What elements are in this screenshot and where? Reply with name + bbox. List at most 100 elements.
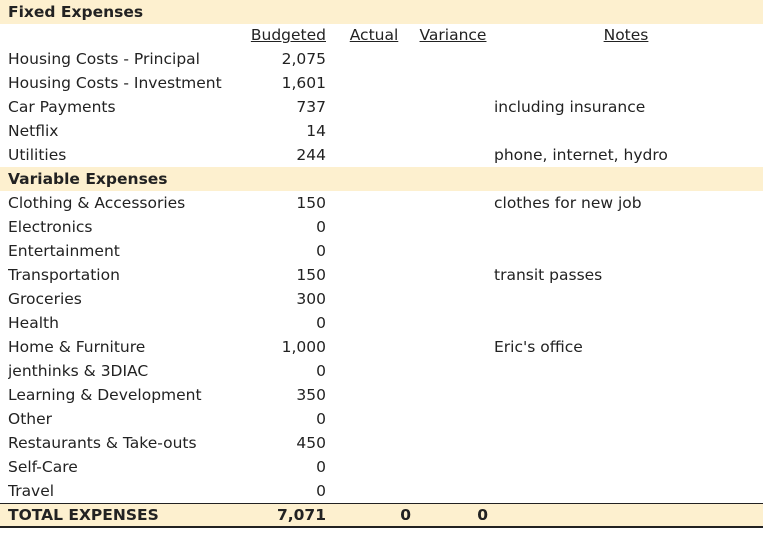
- budgeted-cell[interactable]: 150: [296, 266, 326, 284]
- actual-cell[interactable]: [338, 431, 410, 455]
- expense-row[interactable]: Electronics 0: [0, 215, 763, 239]
- variance-cell[interactable]: [414, 47, 492, 71]
- budgeted-cell[interactable]: 14: [306, 122, 326, 140]
- budgeted-cell[interactable]: 1,000: [281, 338, 326, 356]
- expense-row[interactable]: Other 0: [0, 407, 763, 431]
- budgeted-cell[interactable]: 0: [316, 314, 326, 332]
- expense-row[interactable]: jenthinks & 3DIAC 0: [0, 359, 763, 383]
- expense-row[interactable]: Home & Furniture 1,000 Eric's office: [0, 335, 763, 359]
- actual-cell[interactable]: [338, 95, 410, 119]
- variance-cell[interactable]: [414, 95, 492, 119]
- notes-cell[interactable]: [494, 383, 756, 407]
- expense-row[interactable]: Netflix 14: [0, 119, 763, 143]
- notes-cell[interactable]: [494, 479, 756, 503]
- budgeted-cell[interactable]: 737: [296, 98, 326, 116]
- total-actual[interactable]: 0: [400, 506, 411, 524]
- budgeted-cell[interactable]: 300: [296, 290, 326, 308]
- variance-cell[interactable]: [414, 407, 492, 431]
- section-header-variable[interactable]: Variable Expenses: [0, 167, 763, 191]
- notes-cell[interactable]: clothes for new job: [494, 194, 642, 212]
- budgeted-cell[interactable]: 150: [296, 194, 326, 212]
- notes-cell[interactable]: [494, 359, 756, 383]
- variance-cell[interactable]: [414, 479, 492, 503]
- budgeted-cell[interactable]: 350: [296, 386, 326, 404]
- expense-row[interactable]: Clothing & Accessories 150 clothes for new…: [0, 191, 763, 215]
- total-budgeted[interactable]: 7,071: [276, 506, 326, 524]
- notes-cell[interactable]: [494, 431, 756, 455]
- variance-cell[interactable]: [414, 263, 492, 287]
- expense-row[interactable]: Transportation 150 transit passes: [0, 263, 763, 287]
- expense-row[interactable]: Entertainment 0: [0, 239, 763, 263]
- actual-cell[interactable]: [338, 191, 410, 215]
- notes-cell[interactable]: [494, 239, 756, 263]
- actual-cell[interactable]: [338, 119, 410, 143]
- budgeted-cell[interactable]: 0: [316, 458, 326, 476]
- total-row[interactable]: TOTAL EXPENSES 7,071 0 0: [0, 504, 763, 528]
- expense-row[interactable]: Groceries 300: [0, 287, 763, 311]
- notes-header[interactable]: Notes: [603, 26, 649, 44]
- actual-cell[interactable]: [338, 239, 410, 263]
- expense-row[interactable]: Health 0: [0, 311, 763, 335]
- variance-cell[interactable]: [414, 239, 492, 263]
- actual-cell[interactable]: [338, 263, 410, 287]
- expense-row[interactable]: Restaurants & Take-outs 450: [0, 431, 763, 455]
- notes-cell[interactable]: [494, 407, 756, 431]
- variance-cell[interactable]: [414, 119, 492, 143]
- actual-cell[interactable]: [338, 47, 410, 71]
- actual-cell[interactable]: [338, 335, 410, 359]
- variance-cell[interactable]: [414, 359, 492, 383]
- section-header-fixed[interactable]: Fixed Expenses: [0, 0, 763, 24]
- actual-cell[interactable]: [338, 287, 410, 311]
- variance-cell[interactable]: [414, 311, 492, 335]
- notes-cell[interactable]: [494, 71, 756, 95]
- budgeted-cell[interactable]: 1,601: [281, 74, 326, 92]
- notes-cell[interactable]: [494, 215, 756, 239]
- notes-cell[interactable]: [494, 119, 756, 143]
- notes-cell[interactable]: [494, 47, 756, 71]
- actual-cell[interactable]: [338, 71, 410, 95]
- actual-cell[interactable]: [338, 359, 410, 383]
- variance-cell[interactable]: [414, 215, 492, 239]
- notes-cell[interactable]: Eric's office: [494, 338, 583, 356]
- expense-row[interactable]: Self-Care 0: [0, 455, 763, 479]
- budgeted-cell[interactable]: 0: [316, 410, 326, 428]
- actual-cell[interactable]: [338, 479, 410, 503]
- variance-cell[interactable]: [414, 383, 492, 407]
- actual-cell[interactable]: [338, 455, 410, 479]
- budgeted-cell[interactable]: 0: [316, 482, 326, 500]
- expense-row[interactable]: Utilities 244 phone, internet, hydro: [0, 143, 763, 167]
- actual-cell[interactable]: [338, 407, 410, 431]
- expense-row[interactable]: Housing Costs - Principal 2,075: [0, 47, 763, 71]
- variance-cell[interactable]: [414, 287, 492, 311]
- notes-cell[interactable]: transit passes: [494, 266, 603, 284]
- notes-cell[interactable]: [494, 287, 756, 311]
- variance-cell[interactable]: [414, 143, 492, 167]
- actual-cell[interactable]: [338, 143, 410, 167]
- total-variance[interactable]: 0: [477, 506, 488, 524]
- budgeted-cell[interactable]: 0: [316, 218, 326, 236]
- budgeted-cell[interactable]: 0: [316, 242, 326, 260]
- variance-cell[interactable]: [414, 191, 492, 215]
- expense-row[interactable]: Travel 0: [0, 479, 763, 503]
- notes-cell[interactable]: [494, 311, 756, 335]
- budgeted-cell[interactable]: 244: [296, 146, 326, 164]
- notes-cell[interactable]: including insurance: [494, 98, 646, 116]
- expense-row[interactable]: Car Payments 737 including insurance: [0, 95, 763, 119]
- actual-cell[interactable]: [338, 215, 410, 239]
- expense-row[interactable]: Housing Costs - Investment 1,601: [0, 71, 763, 95]
- variance-cell[interactable]: [414, 71, 492, 95]
- actual-cell[interactable]: [338, 311, 410, 335]
- variance-cell[interactable]: [414, 335, 492, 359]
- variance-cell[interactable]: [414, 431, 492, 455]
- budgeted-cell[interactable]: 2,075: [281, 50, 326, 68]
- notes-cell[interactable]: [494, 455, 756, 479]
- variance-cell[interactable]: [414, 455, 492, 479]
- budgeted-header[interactable]: Budgeted: [250, 26, 326, 44]
- budgeted-cell[interactable]: 0: [316, 362, 326, 380]
- budgeted-cell[interactable]: 450: [296, 434, 326, 452]
- expense-row[interactable]: Learning & Development 350: [0, 383, 763, 407]
- actual-cell[interactable]: [338, 383, 410, 407]
- notes-cell[interactable]: phone, internet, hydro: [494, 146, 668, 164]
- variance-header[interactable]: Variance: [419, 26, 487, 44]
- actual-header[interactable]: Actual: [349, 26, 399, 44]
